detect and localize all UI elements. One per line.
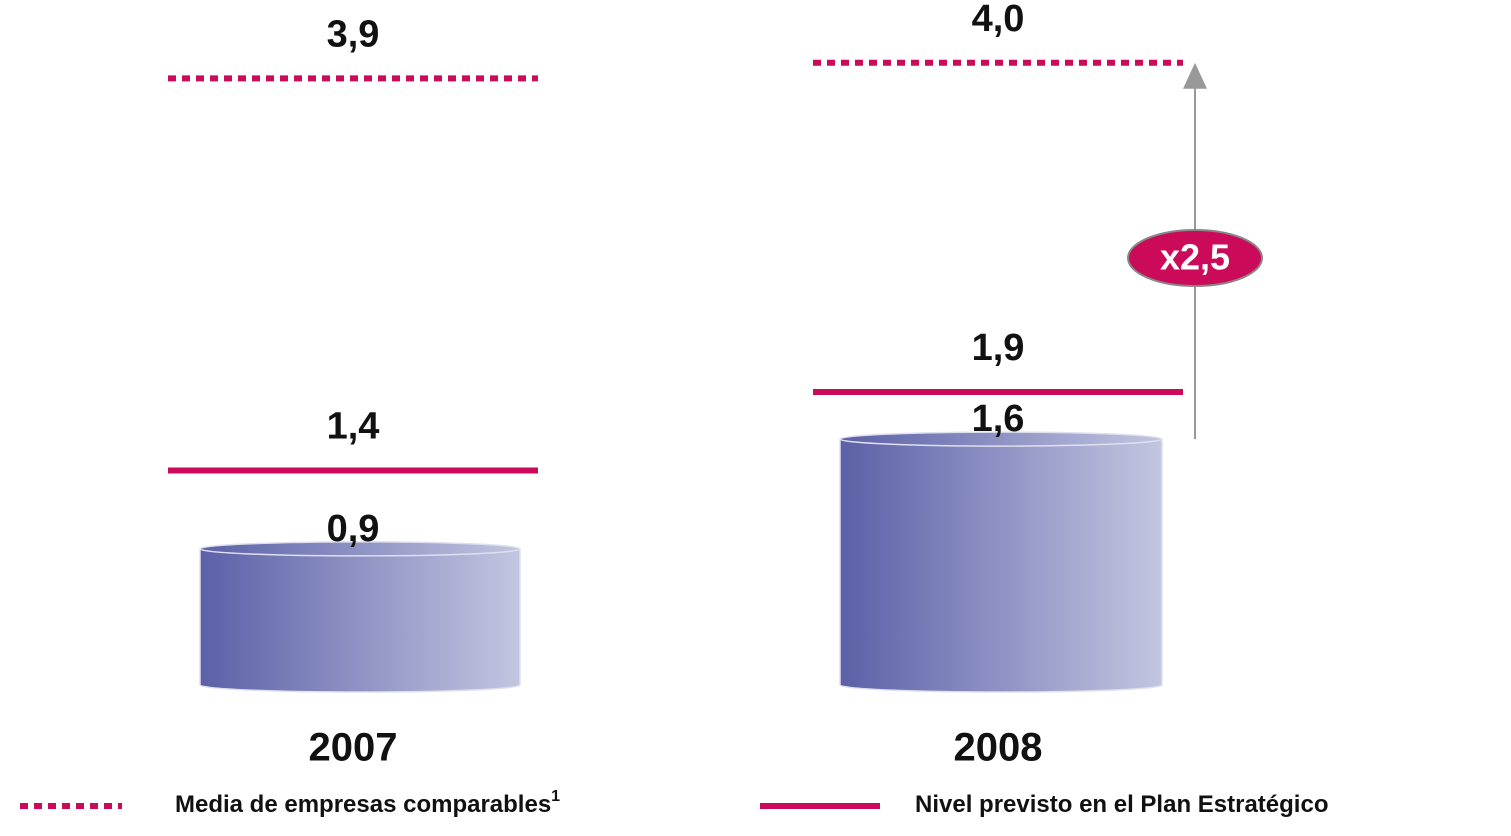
annotation: x2,5 — [1160, 237, 1230, 278]
value-label: 1,6 — [972, 398, 1025, 440]
legend-label: Media de empresas comparables1 — [175, 788, 560, 818]
legend-name: Nivel previsto en el Plan Estratégico — [915, 791, 1328, 818]
bar — [839, 431, 1163, 693]
value-label: 1,4 — [327, 405, 380, 447]
arrow-head — [1183, 62, 1207, 89]
legend-label: Nivel previsto en el Plan Estratégico — [915, 791, 1328, 818]
value-label: 1,9 — [972, 327, 1025, 369]
value-label: 0,9 — [327, 508, 380, 550]
legend-name: Media de empresas comparables — [175, 791, 551, 818]
annotation-badge — [1127, 229, 1263, 287]
x-tick-label: 2007 — [309, 726, 398, 770]
bar — [199, 541, 521, 693]
value-label: 4,0 — [972, 0, 1025, 40]
legend-superscript: 1 — [551, 788, 560, 805]
value-label: 3,9 — [327, 13, 380, 55]
x-tick-label: 2008 — [954, 726, 1043, 770]
